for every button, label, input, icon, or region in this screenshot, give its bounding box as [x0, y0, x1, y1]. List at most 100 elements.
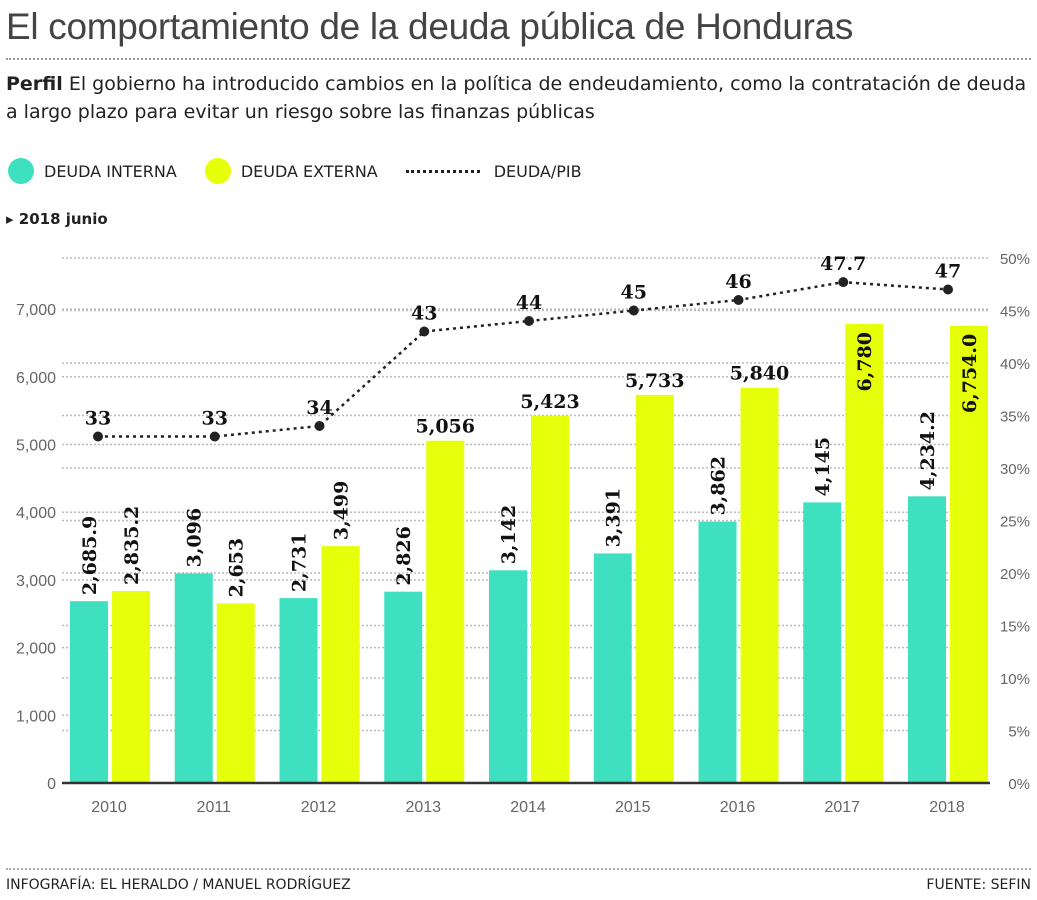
- data-label-pib: 47.7: [820, 253, 866, 275]
- deuda-pib-point: [419, 326, 430, 337]
- x-axis-tick: 2011: [197, 799, 232, 816]
- left-axis-tick: 1,000: [16, 708, 56, 725]
- data-label-externa: 5,840: [730, 363, 790, 385]
- right-axis-tick: 20%: [1000, 566, 1030, 583]
- data-label-pib: 33: [202, 408, 228, 430]
- dotted-line-swatch: [405, 169, 480, 173]
- subtitle: Perfil El gobierno ha introducido cambio…: [6, 70, 1031, 126]
- left-axis-tick: 2,000: [16, 641, 56, 658]
- data-label-pib: 43: [411, 303, 437, 325]
- deuda-pib-point: [943, 284, 953, 295]
- data-label-interna: 4,234.2: [917, 411, 939, 490]
- bar-deuda-externa: [740, 387, 779, 783]
- data-label-externa: 5,056: [416, 416, 476, 438]
- right-axis-tick: 45%: [1000, 304, 1030, 321]
- x-axis-tick: 2016: [720, 799, 756, 816]
- deuda-pib-point: [314, 421, 325, 431]
- data-label-pib: 45: [621, 282, 647, 304]
- data-label-interna: 2,826: [393, 526, 415, 586]
- right-axis-tick: 30%: [1000, 461, 1030, 478]
- bar-deuda-externa: [635, 394, 674, 783]
- data-label-pib: 47: [935, 261, 961, 283]
- left-axis-tick: 0: [47, 776, 56, 793]
- deuda-pib-point: [524, 316, 534, 326]
- legend-label: DEUDA INTERNA: [44, 161, 177, 181]
- bar-deuda-externa: [216, 603, 255, 783]
- legend-item-externa: DEUDA EXTERNA: [204, 158, 378, 184]
- data-label-externa: 2,835.2: [121, 506, 143, 585]
- data-label-interna: 3,391: [603, 488, 625, 548]
- x-axis-tick: 2017: [824, 799, 860, 816]
- legend-label: DEUDA EXTERNA: [240, 161, 378, 181]
- externa-swatch: [204, 158, 231, 184]
- chart-title: El comportamiento de la deuda pública de…: [6, 6, 854, 47]
- deuda-pib-point: [733, 295, 744, 305]
- x-axis-tick: 2014: [510, 799, 546, 816]
- footer-divider: [6, 868, 1031, 870]
- bar-deuda-interna: [174, 573, 213, 783]
- subtitle-text: El gobierno ha introducido cambios en la…: [6, 73, 1027, 123]
- bar-deuda-externa: [950, 325, 988, 783]
- bar-deuda-externa: [845, 323, 884, 783]
- source: FUENTE: SEFIN: [926, 877, 1031, 893]
- right-axis-tick: 0%: [1008, 776, 1030, 793]
- title-divider: [6, 58, 1031, 60]
- legend-item-interna: DEUDA INTERNA: [8, 158, 177, 184]
- left-axis-tick: 4,000: [16, 505, 56, 522]
- right-axis-tick: 5%: [1008, 724, 1030, 741]
- bar-deuda-interna: [908, 496, 946, 783]
- deuda-pib-point: [838, 277, 849, 288]
- right-axis-tick: 40%: [1000, 356, 1030, 373]
- data-label-externa: 5,733: [625, 370, 685, 392]
- right-axis-tick: 50%: [1000, 251, 1030, 268]
- bar-deuda-externa: [112, 591, 150, 783]
- bar-deuda-interna: [593, 553, 632, 783]
- deuda-pib-line: [98, 280, 949, 438]
- data-label-externa: 6,754.0: [959, 334, 981, 413]
- note: ▸ 2018 junio: [6, 210, 108, 228]
- data-label-interna: 3,862: [708, 456, 730, 516]
- left-axis-tick: 5,000: [16, 438, 56, 455]
- legend-label: DEUDA/PIB: [493, 161, 582, 181]
- right-axis-tick: 10%: [1000, 671, 1030, 688]
- data-label-pib: 33: [85, 408, 111, 430]
- credit: INFOGRAFÍA: EL HERALDO / MANUEL RODRÍGUE…: [6, 877, 351, 893]
- data-label-externa: 5,423: [520, 391, 580, 413]
- bar-deuda-interna: [489, 570, 527, 783]
- data-label-interna: 2,685.9: [79, 516, 101, 595]
- deuda-pib-point: [209, 431, 220, 442]
- deuda-pib-point: [93, 431, 103, 442]
- data-label-externa: 6,780: [854, 332, 876, 392]
- bar-deuda-interna: [698, 521, 737, 783]
- legend: DEUDA INTERNA DEUDA EXTERNA DEUDA/PIB: [8, 158, 610, 184]
- data-label-interna: 2,731: [289, 533, 311, 593]
- bar-deuda-externa: [531, 415, 569, 783]
- x-axis-tick: 2013: [405, 799, 441, 816]
- subtitle-lead: Perfil: [6, 73, 63, 95]
- bar-deuda-interna: [803, 502, 842, 783]
- bar-deuda-externa: [426, 440, 465, 783]
- data-label-interna: 4,145: [812, 437, 834, 497]
- bar-deuda-interna: [279, 598, 318, 783]
- note-text: 2018 junio: [18, 210, 108, 228]
- right-axis-tick: 15%: [1000, 619, 1030, 636]
- left-axis-tick: 6,000: [16, 370, 56, 387]
- x-axis-tick: 2018: [929, 799, 965, 816]
- bar-deuda-interna: [70, 601, 108, 783]
- right-axis-tick: 35%: [1000, 409, 1030, 426]
- data-label-interna: 3,096: [184, 508, 206, 568]
- legend-item-pib: DEUDA/PIB: [405, 161, 582, 181]
- left-axis-tick: 3,000: [16, 573, 56, 590]
- bar-deuda-interna: [384, 591, 423, 783]
- deuda-pib-point: [628, 305, 639, 316]
- x-axis-tick: 2015: [615, 799, 651, 816]
- x-axis-tick: 2010: [91, 799, 127, 816]
- data-label-pib: 44: [516, 292, 542, 314]
- right-axis-tick: 25%: [1000, 514, 1030, 531]
- data-label-externa: 2,653: [226, 538, 248, 598]
- left-axis-tick: 7,000: [16, 302, 56, 319]
- data-label-externa: 3,499: [331, 481, 353, 541]
- data-label-interna: 3,142: [498, 505, 520, 565]
